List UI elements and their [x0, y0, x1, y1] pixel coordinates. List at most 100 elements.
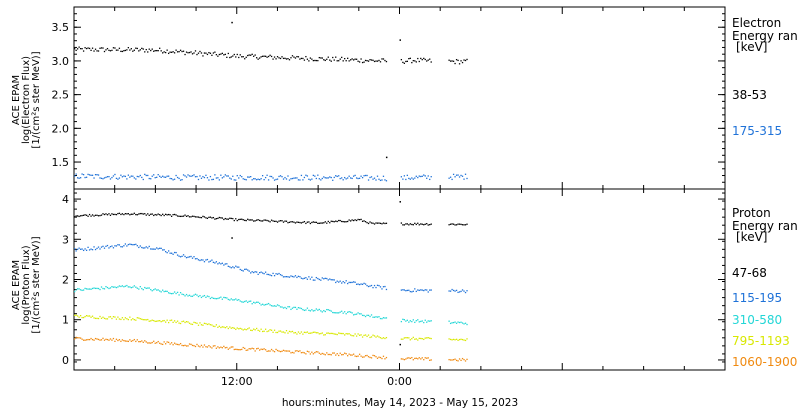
data-point: [430, 359, 432, 361]
data-point: [139, 286, 141, 288]
data-point: [349, 177, 352, 179]
data-point: [217, 217, 219, 220]
data-point: [327, 56, 329, 58]
data-point: [347, 220, 349, 223]
data-point: [253, 178, 255, 180]
data-point: [430, 61, 432, 63]
data-point: [108, 247, 110, 249]
data-point: [385, 60, 388, 63]
data-point: [264, 176, 267, 179]
data-point: [311, 276, 313, 278]
data-point: [366, 221, 368, 224]
data-point: [120, 318, 122, 321]
data-point: [366, 335, 368, 338]
data-point: [287, 350, 289, 352]
data-point: [215, 261, 218, 263]
data-point: [244, 219, 246, 222]
data-point: [93, 287, 95, 289]
data-point: [218, 216, 221, 219]
data-point: [88, 213, 91, 216]
data-point: [185, 51, 188, 53]
data-point: [82, 249, 85, 252]
data-point: [229, 177, 231, 179]
data-point: [254, 220, 256, 222]
data-point: [103, 177, 106, 179]
data-point: [355, 335, 358, 337]
data-point: [287, 58, 289, 60]
data-point: [293, 306, 295, 309]
data-point: [384, 59, 386, 62]
data-point: [379, 356, 382, 359]
data-point: [248, 270, 250, 272]
x-axis-title: hours:minutes, May 14, 2023 - May 15, 20…: [282, 397, 518, 409]
data-point: [385, 317, 388, 319]
data-point: [455, 322, 458, 324]
data-point: [109, 338, 112, 340]
data-point: [142, 48, 144, 50]
data-point: [417, 57, 419, 60]
data-point: [90, 215, 92, 217]
data-point: [156, 214, 158, 216]
data-point: [172, 51, 174, 53]
data-point: [118, 212, 121, 214]
data-point: [79, 215, 82, 217]
data-point: [224, 53, 226, 56]
data-point: [203, 261, 206, 263]
data-point: [408, 57, 410, 60]
data-point: [106, 286, 109, 289]
data-point: [364, 315, 367, 318]
data-point: [241, 328, 243, 330]
data-point: [179, 291, 182, 294]
data-point: [100, 317, 103, 319]
data-point: [78, 337, 80, 339]
data-point: [191, 175, 194, 177]
data-point: [329, 278, 331, 280]
data-point: [263, 304, 265, 306]
data-point: [330, 332, 332, 335]
data-point: [163, 290, 165, 293]
data-point: [88, 47, 91, 50]
x-tick-label: 12:00: [221, 375, 253, 388]
data-point: [94, 48, 97, 50]
data-point: [296, 177, 298, 179]
data-point: [124, 317, 127, 319]
data-point: [245, 219, 247, 222]
data-point: [238, 56, 240, 59]
data-point: [296, 221, 298, 223]
data-point: [142, 213, 144, 215]
data-point: [148, 245, 150, 248]
data-point: [335, 281, 337, 284]
data-point: [153, 50, 155, 52]
data-point: [466, 338, 468, 340]
data-point: [217, 297, 219, 300]
data-point: [173, 320, 176, 322]
data-point: [258, 330, 261, 332]
data-point: [460, 359, 462, 362]
data-point: [424, 289, 426, 291]
data-point: [330, 60, 332, 62]
data-point: [405, 223, 407, 225]
data-point: [375, 179, 377, 181]
data-point: [87, 338, 89, 341]
data-point: [321, 277, 323, 279]
data-point: [345, 313, 347, 315]
data-point: [191, 53, 194, 55]
data-point: [165, 51, 167, 54]
data-point: [106, 214, 109, 216]
data-point: [458, 291, 461, 293]
data-point: [214, 218, 216, 220]
data-point: [452, 338, 455, 341]
data-point: [335, 312, 337, 314]
data-point: [118, 339, 121, 341]
data-point: [136, 287, 138, 289]
data-point: [363, 220, 365, 222]
data-point: [91, 315, 94, 317]
data-point: [111, 285, 113, 288]
data-point: [278, 220, 280, 222]
data-point: [106, 244, 109, 247]
data-point: [214, 262, 216, 264]
data-point: [82, 174, 85, 176]
data-point: [223, 218, 225, 221]
data-point: [288, 330, 291, 333]
data-point: [306, 221, 309, 223]
